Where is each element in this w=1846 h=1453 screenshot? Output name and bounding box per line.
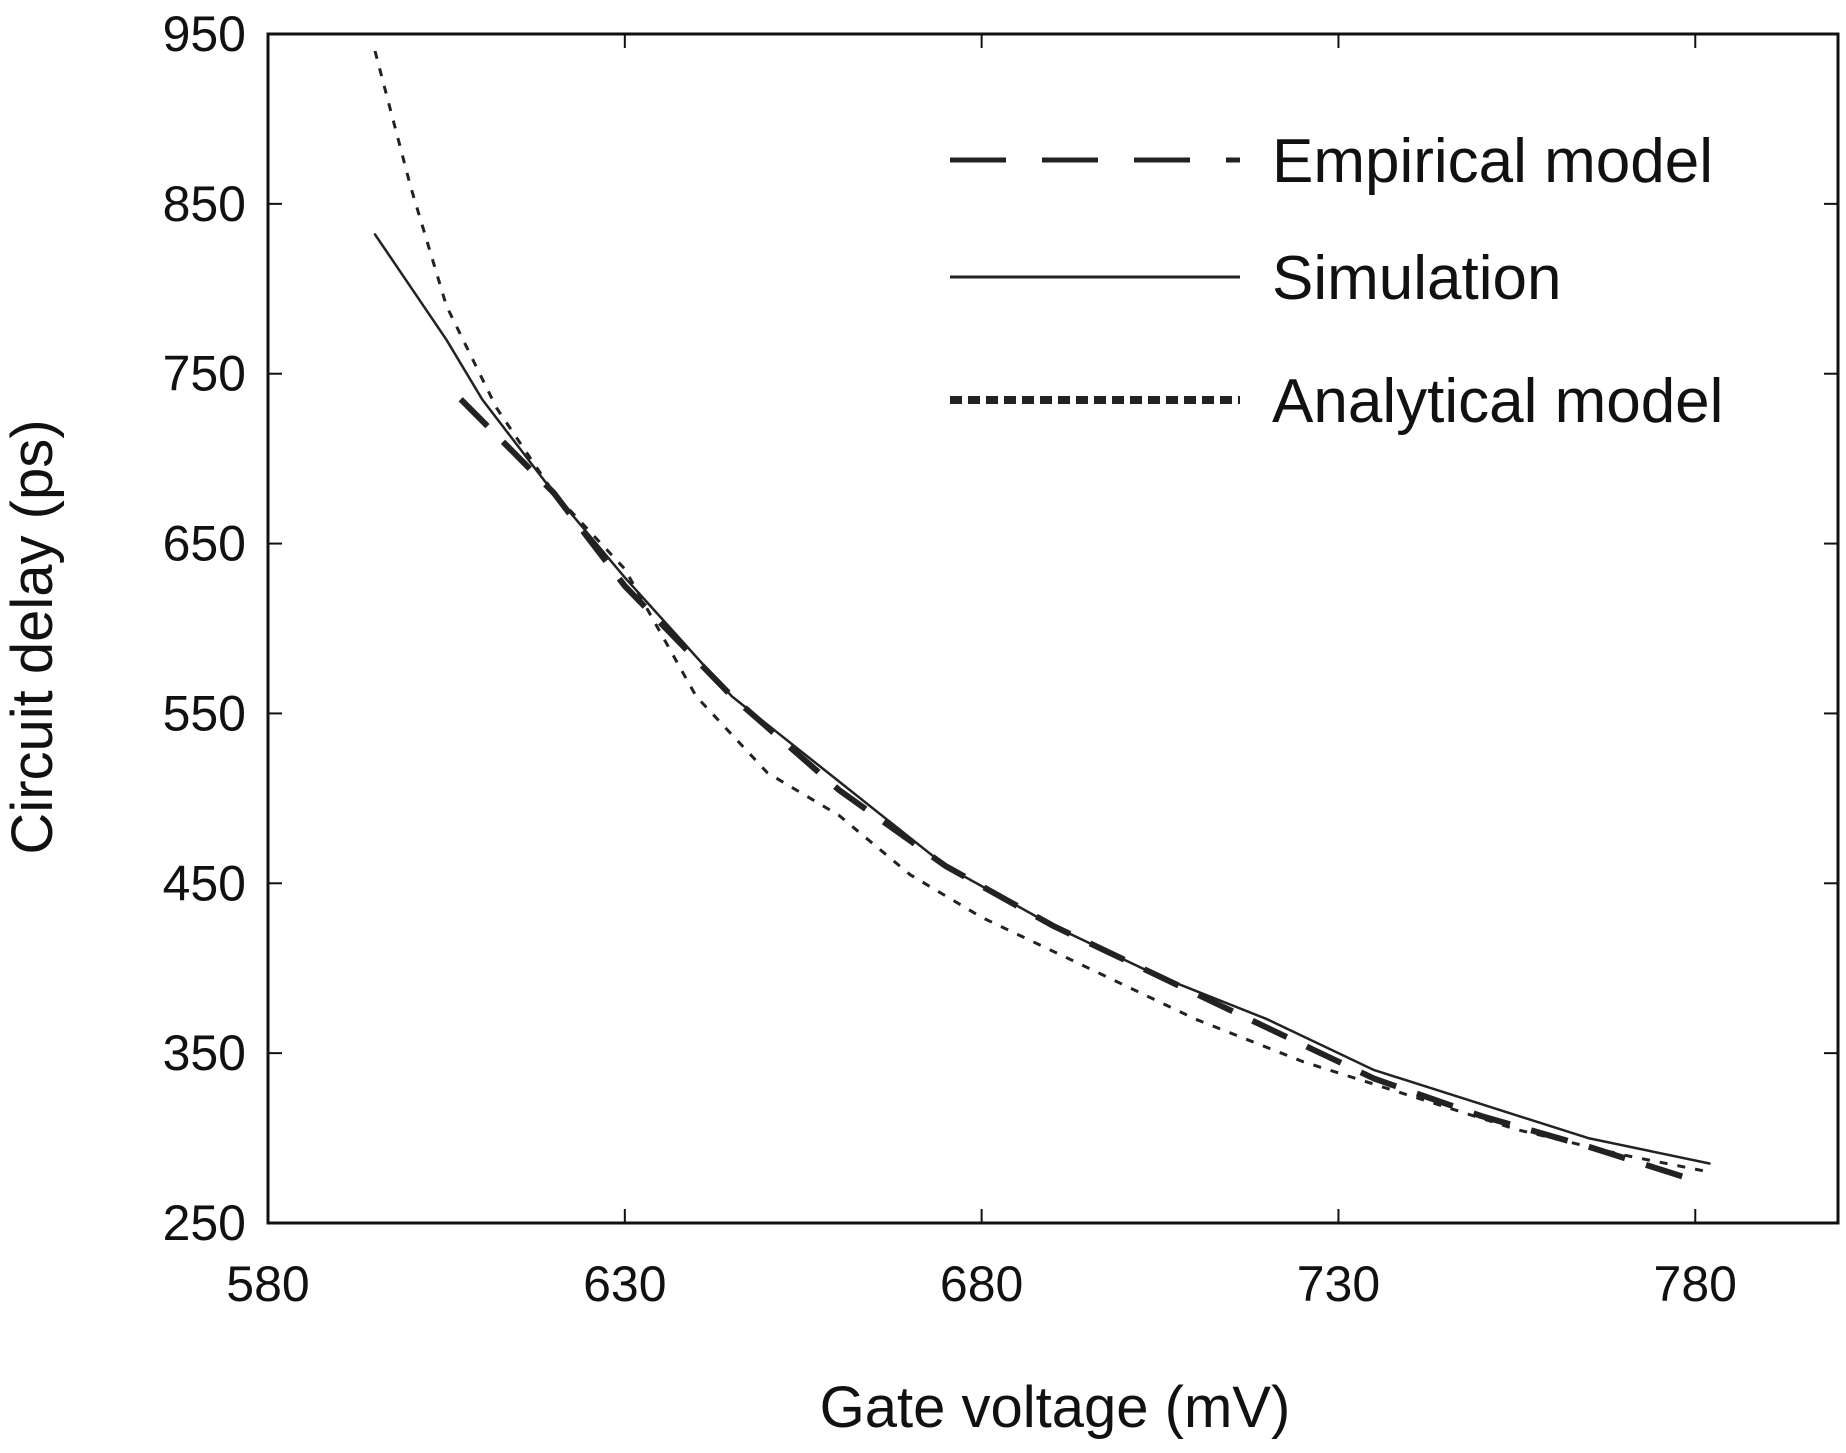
series-lines bbox=[373, 50, 1711, 1184]
legend-label: Simulation bbox=[1272, 244, 1561, 313]
series-line-analytical-model bbox=[373, 50, 1710, 1174]
y-tick-label: 850 bbox=[163, 176, 246, 232]
y-tick-label: 350 bbox=[163, 1025, 246, 1081]
y-tick-label: 550 bbox=[163, 685, 246, 741]
legend: Empirical model Simulation Analytical mode… bbox=[950, 127, 1723, 436]
y-tick-label: 950 bbox=[163, 6, 246, 62]
plot-frame bbox=[266, 32, 1840, 1225]
x-axis-ticks: 580 630 680 730 780 bbox=[226, 34, 1737, 1312]
legend-label: Analytical model bbox=[1272, 367, 1723, 436]
y-tick-label: 450 bbox=[163, 855, 246, 911]
series-line-simulation bbox=[373, 233, 1711, 1165]
series-line-empirical-model bbox=[458, 397, 1697, 1184]
y-tick-label: 650 bbox=[163, 516, 246, 572]
x-axis-title: Gate voltage (mV) bbox=[820, 1375, 1291, 1440]
x-tick-label: 580 bbox=[226, 1256, 309, 1312]
x-tick-label: 630 bbox=[583, 1256, 666, 1312]
y-tick-label: 750 bbox=[163, 346, 246, 402]
x-tick-label: 680 bbox=[940, 1256, 1023, 1312]
y-tick-label: 250 bbox=[163, 1195, 246, 1251]
legend-label: Empirical model bbox=[1272, 127, 1713, 196]
y-axis-title: Circuit delay (ps) bbox=[0, 419, 65, 854]
x-tick-label: 730 bbox=[1297, 1256, 1380, 1312]
plot-area-border bbox=[266, 32, 1840, 1225]
x-tick-label: 780 bbox=[1654, 1256, 1737, 1312]
y-axis-ticks: 250 350 450 550 650 750 850 950 bbox=[163, 6, 1838, 1251]
